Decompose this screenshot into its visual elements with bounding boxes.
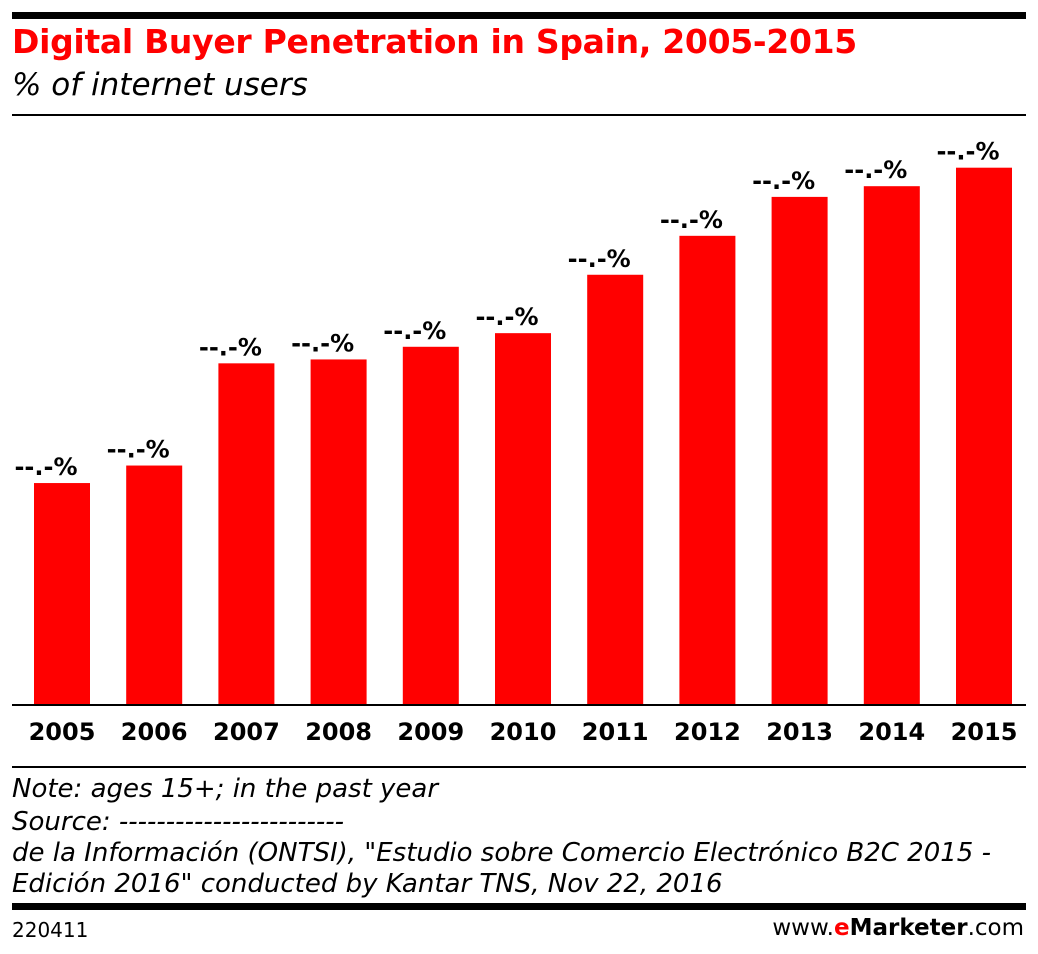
bar-2007: [218, 363, 275, 704]
bar-2014: [863, 186, 920, 705]
bar-2013: [771, 196, 828, 705]
data-label-2013: --.-%: [752, 167, 815, 195]
x-tick-2010: 2010: [490, 718, 557, 746]
source-line-2: de la Información (ONTSI), "Estudio sobr…: [12, 838, 991, 868]
bar-2012: [679, 235, 736, 704]
x-tick-2012: 2012: [674, 718, 741, 746]
chart-title: Digital Buyer Penetration in Spain, 2005…: [12, 22, 857, 61]
data-label-2008: --.-%: [291, 329, 354, 357]
bar-2008: [310, 359, 367, 704]
bar-2011: [587, 274, 644, 704]
data-label-2005: --.-%: [14, 453, 77, 481]
x-tick-2007: 2007: [213, 718, 280, 746]
data-label-2007: --.-%: [199, 333, 262, 361]
x-tick-2014: 2014: [858, 718, 925, 746]
data-label-2014: --.-%: [844, 156, 907, 184]
brand-e: e: [833, 915, 850, 941]
chart-subtitle: % of internet users: [12, 67, 308, 103]
data-label-2010: --.-%: [475, 303, 538, 331]
brand-suffix: .com: [967, 915, 1024, 941]
top-rule: [12, 12, 1026, 19]
source-line-3: Edición 2016" conducted by Kantar TNS, N…: [12, 869, 723, 899]
bar-chart: --.-% 2005 --.-% 2006 --.-% 2007 --.-% 2008 --.-…: [12, 138, 1026, 746]
bar-2005: [34, 483, 90, 704]
source-line-1: Source: ------------------------: [12, 807, 345, 837]
data-label-2015: --.-%: [936, 138, 999, 166]
brand-prefix: www.: [772, 915, 834, 941]
header-rule: [12, 114, 1026, 116]
x-tick-2015: 2015: [951, 718, 1018, 746]
chart-id: 220411: [12, 918, 89, 942]
bar-2006: [126, 465, 183, 704]
data-label-2011: --.-%: [568, 245, 631, 273]
footer-rule: [12, 766, 1026, 768]
x-tick-2013: 2013: [766, 718, 833, 746]
bottom-rule: [12, 903, 1026, 910]
bar-2015: [956, 167, 1012, 704]
x-tick-2011: 2011: [582, 718, 649, 746]
x-tick-2005: 2005: [29, 718, 96, 746]
bar-2009: [402, 346, 459, 704]
note-text: Note: ages 15+; in the past year: [12, 774, 439, 804]
bar-2010: [495, 333, 551, 704]
x-tick-2009: 2009: [397, 718, 464, 746]
emarketer-logo[interactable]: www.eMarketer.com: [772, 915, 1024, 941]
data-label-2012: --.-%: [660, 206, 723, 234]
x-tick-2006: 2006: [121, 718, 188, 746]
x-tick-2008: 2008: [305, 718, 372, 746]
data-label-2006: --.-%: [107, 436, 170, 464]
data-label-2009: --.-%: [383, 317, 446, 345]
brand-name: Marketer: [849, 915, 968, 941]
